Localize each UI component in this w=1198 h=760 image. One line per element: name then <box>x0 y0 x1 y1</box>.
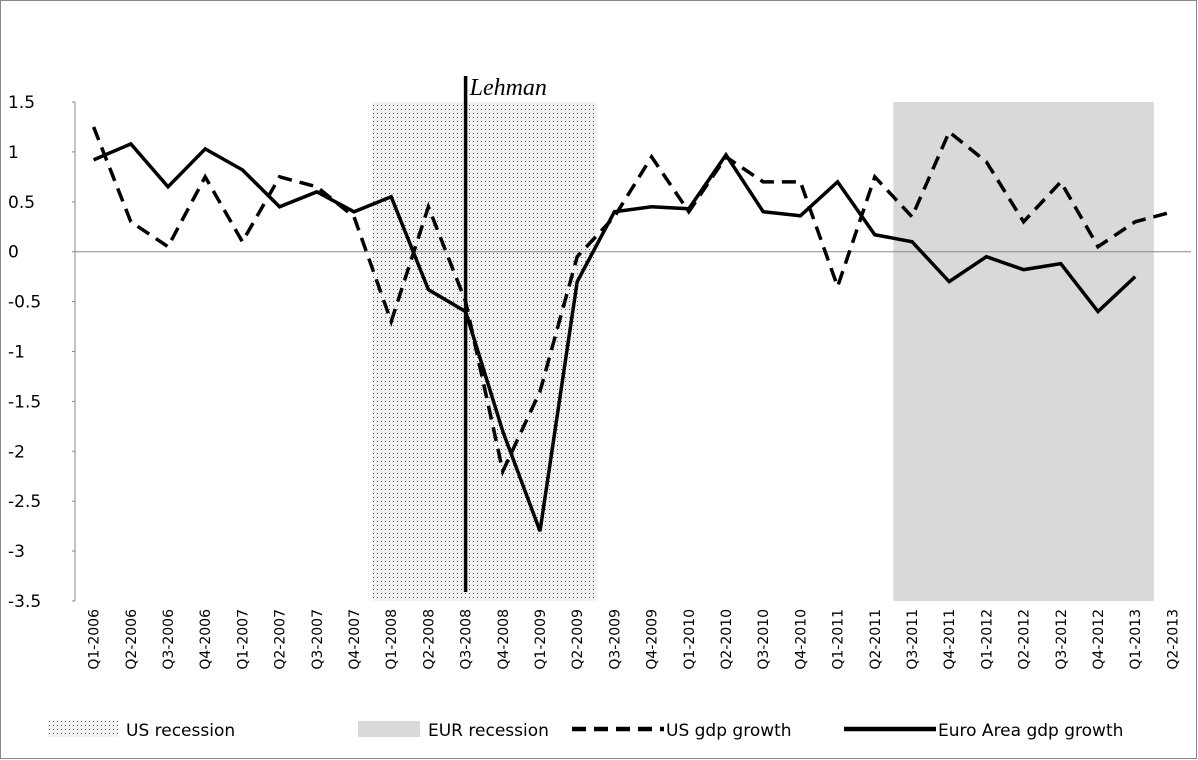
x-tick-label: Q3-2008 <box>459 609 475 670</box>
x-tick-label: Q2-2010 <box>719 609 735 670</box>
y-tick-label: -2.5 <box>8 492 41 512</box>
annotation-label: Lehman <box>469 75 547 101</box>
series-line <box>91 126 1173 477</box>
legend-label: Euro Area gdp growth <box>938 721 1123 741</box>
y-tick-label: -1 <box>8 343 25 363</box>
y-tick-label: 0.5 <box>8 193 35 213</box>
x-tick-label: Q2-2007 <box>273 609 289 670</box>
shaded-period <box>893 102 1154 601</box>
x-tick-label: Q3-2006 <box>161 609 177 670</box>
x-tick-label: Q1-2009 <box>533 609 549 670</box>
x-tick-label: Q1-2008 <box>384 609 400 670</box>
y-tick-label: -1.5 <box>8 392 41 412</box>
x-tick-label: Q4-2006 <box>198 609 214 670</box>
x-tick-label: Q1-2013 <box>1128 609 1144 670</box>
y-tick-label: -2 <box>8 442 25 462</box>
x-tick-label: Q1-2012 <box>979 609 995 670</box>
x-tick-label: Q4-2012 <box>1091 609 1107 670</box>
x-tick-label: Q4-2010 <box>793 609 809 670</box>
x-tick-label: Q3-2010 <box>756 609 772 670</box>
legend-label: US recession <box>126 721 235 741</box>
x-tick-label: Q1-2006 <box>87 609 103 670</box>
y-tick-label: -3 <box>8 542 25 562</box>
legend-swatch <box>358 721 420 737</box>
x-tick-label: Q2-2011 <box>868 609 884 670</box>
x-tick-label: Q2-2008 <box>421 609 437 670</box>
y-tick-label: 1 <box>8 143 19 163</box>
x-tick-label: Q4-2009 <box>645 609 661 670</box>
legend-label: EUR recession <box>428 721 549 741</box>
x-tick-label: Q2-2013 <box>1165 609 1181 670</box>
legend-swatch <box>48 721 118 737</box>
x-tick-label: Q1-2011 <box>831 609 847 670</box>
y-tick-label: 1.5 <box>8 93 35 113</box>
x-tick-label: Q3-2007 <box>310 609 326 670</box>
x-tick-label: Q4-2007 <box>347 609 363 670</box>
x-tick-label: Q2-2009 <box>570 609 586 670</box>
x-tick-label: Q1-2010 <box>682 609 698 670</box>
y-tick-label: -0.5 <box>8 293 41 313</box>
x-tick-label: Q3-2012 <box>1054 609 1070 670</box>
x-tick-label: Q4-2011 <box>942 609 958 670</box>
x-tick-label: Q2-2006 <box>124 609 140 670</box>
y-tick-label: -3.5 <box>8 592 41 612</box>
legend-label: US gdp growth <box>666 721 792 741</box>
x-tick-label: Q3-2009 <box>607 609 623 670</box>
shaded-period <box>372 102 596 601</box>
x-tick-label: Q4-2008 <box>496 609 512 670</box>
series-line <box>92 141 1137 532</box>
x-tick-label: Q2-2012 <box>1017 609 1033 670</box>
x-tick-label: Q1-2007 <box>235 609 251 670</box>
x-tick-label: Q3-2011 <box>905 609 921 670</box>
y-tick-label: 0 <box>8 243 19 263</box>
